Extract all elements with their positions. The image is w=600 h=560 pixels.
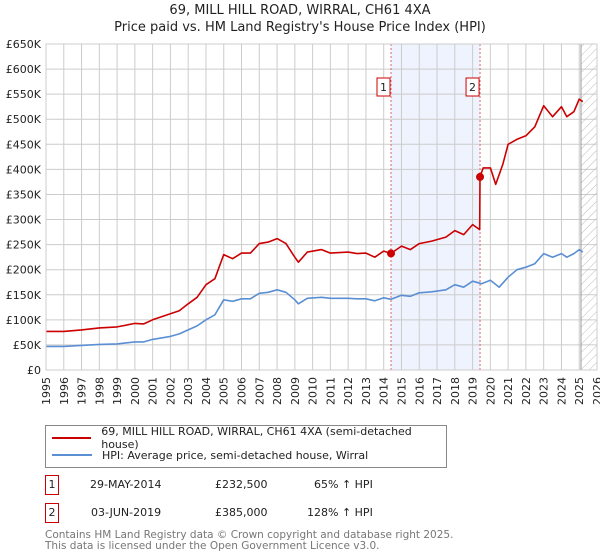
x-tick-label: 2021: [502, 377, 515, 405]
y-tick-label: £450K: [6, 138, 42, 151]
sale-date: 29-MAY-2014: [90, 478, 162, 491]
x-tick-label: 2000: [129, 377, 142, 405]
x-tick-label: 2010: [307, 377, 320, 405]
footer-line-2: This data is licensed under the Open Gov…: [45, 540, 380, 552]
x-tick-label: 2016: [413, 377, 426, 405]
x-tick-label: 2008: [271, 377, 284, 405]
chart-subtitle: Price paid vs. HM Land Registry's House …: [114, 20, 486, 35]
x-tick-label: 2013: [360, 377, 373, 405]
sale-marker-label: 2: [469, 81, 476, 94]
y-tick-label: £350K: [6, 188, 42, 201]
x-tick-label: 2023: [538, 377, 551, 405]
x-tick-label: 1997: [76, 377, 89, 405]
sale-date: 03-JUN-2019: [91, 506, 162, 519]
x-tick-label: 2025: [573, 377, 586, 405]
x-tick-label: 2024: [555, 377, 568, 405]
x-tick-label: 2017: [431, 377, 444, 405]
legend-item-hpi: HPI: Average price, semi-detached house,…: [52, 448, 368, 462]
x-tick-label: 2011: [324, 377, 337, 405]
legend-swatch-red: [52, 437, 92, 439]
y-tick-label: £200K: [6, 264, 42, 277]
y-tick-label: £100K: [6, 314, 42, 327]
sale-marker-box: [465, 77, 480, 97]
price-chart: 1995 1996 1997 1998 1999 2000 2001 2002 2003 2004…: [6, 38, 600, 405]
x-tick-label: 2004: [200, 377, 213, 405]
sale-badge: 1: [45, 475, 59, 495]
price-line: [46, 98, 584, 333]
legend-label: 69, MILL HILL ROAD, WIRRAL, CH61 4XA (se…: [101, 425, 412, 451]
x-tick-label: 2012: [342, 377, 355, 405]
footer-line-1: Contains HM Land Registry data © Crown c…: [45, 529, 454, 541]
sale-marker-label: 1: [380, 81, 387, 94]
x-tick-label: 1999: [111, 377, 124, 405]
x-tick-label: 2020: [484, 377, 497, 405]
y-tick-label: £500K: [6, 113, 42, 126]
x-tick-label: 2006: [236, 377, 249, 405]
plot-border: [45, 43, 598, 371]
y-tick-label: £300K: [6, 214, 42, 227]
x-tick-label: 2001: [147, 377, 160, 405]
sale-marker-box: [376, 77, 391, 97]
x-tick-label: 2014: [378, 377, 391, 405]
footer: Contains HM Land Registry data © Crown c…: [45, 530, 453, 552]
sale-hpi: 128% ↑ HPI: [307, 506, 373, 519]
x-tick-label: 2022: [520, 377, 533, 405]
x-tick-label: 2026: [591, 377, 600, 405]
forecast-hatch: [581, 44, 597, 370]
chart-title: 69, MILL HILL ROAD, WIRRAL, CH61 4XA: [169, 3, 431, 18]
x-tick-label: 1998: [93, 377, 106, 405]
y-tick-label: £250K: [6, 239, 42, 252]
x-tick-label: 2003: [182, 377, 195, 405]
x-tick-label: 2018: [449, 377, 462, 405]
y-tick-label: £50K: [13, 339, 42, 352]
legend-label: HPI: Average price, semi-detached house,…: [102, 448, 369, 462]
sale-badge: 2: [45, 503, 59, 523]
legend-item-property: 69, MILL HILL ROAD, WIRRAL, CH61 4XA (se…: [52, 425, 446, 451]
sale-price: £232,500: [215, 478, 268, 491]
y-tick-label: £600K: [6, 63, 42, 76]
x-tick-label: 1995: [40, 377, 53, 405]
x-tick-label: 2007: [253, 377, 266, 405]
y-tick-label: £650K: [6, 38, 42, 51]
x-tick-label: 2019: [467, 377, 480, 405]
sale-point: [476, 172, 485, 181]
legend-swatch-blue: [52, 454, 92, 456]
ownership-shading: [390, 44, 481, 370]
y-tick-label: £550K: [6, 88, 42, 101]
x-tick-label: 2009: [289, 377, 302, 405]
sale-price: £385,000: [215, 506, 268, 519]
y-tick-label: £0: [27, 364, 41, 377]
sale-point: [386, 249, 395, 258]
x-tick-label: 2015: [395, 377, 408, 405]
y-tick-label: £150K: [6, 289, 42, 302]
x-tick-label: 2005: [218, 377, 231, 405]
y-tick-label: £400K: [6, 163, 42, 176]
x-tick-label: 1996: [58, 377, 71, 405]
hpi-line: [46, 248, 584, 348]
x-tick-label: 2002: [164, 377, 177, 405]
sale-hpi: 65% ↑ HPI: [314, 478, 373, 491]
legend: 69, MILL HILL ROAD, WIRRAL, CH61 4XA (se…: [45, 425, 447, 468]
